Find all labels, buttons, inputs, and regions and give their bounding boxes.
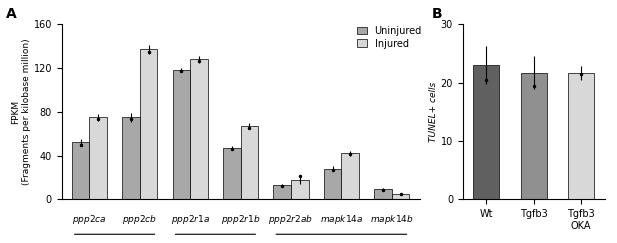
Text: A: A [6, 7, 17, 21]
Bar [568, 73, 594, 199]
Y-axis label: FPKM
(Fragments per kilobase million): FPKM (Fragments per kilobase million) [11, 38, 31, 185]
Bar [173, 70, 190, 199]
Bar [473, 65, 499, 199]
Text: B: B [432, 7, 442, 21]
Text: $\it{mapk14a}$: $\it{mapk14a}$ [320, 213, 363, 226]
Bar [324, 169, 341, 199]
Bar [392, 194, 410, 199]
Bar [341, 153, 359, 199]
Text: $\it{ppp2ca}$: $\it{ppp2ca}$ [72, 213, 107, 226]
Bar [140, 50, 157, 199]
Bar [291, 180, 308, 199]
Bar [374, 190, 392, 199]
Bar [190, 59, 208, 199]
Bar [72, 142, 89, 199]
Bar [241, 126, 259, 199]
Bar [521, 73, 547, 199]
Text: $\it{ppp2r2ab}$: $\it{ppp2r2ab}$ [268, 213, 313, 226]
Y-axis label: TUNEL+ cells: TUNEL+ cells [429, 82, 438, 142]
Bar [89, 117, 107, 199]
Bar [122, 117, 140, 199]
Bar [223, 148, 241, 199]
Bar [273, 185, 291, 199]
Legend: Uninjured, Injured: Uninjured, Injured [357, 26, 422, 49]
Text: $\it{ppp2r1b}$: $\it{ppp2r1b}$ [221, 213, 260, 226]
Text: $\it{ppp2r1a}$: $\it{ppp2r1a}$ [171, 213, 210, 226]
Text: $\it{mapk14b}$: $\it{mapk14b}$ [370, 213, 414, 226]
Text: $\it{ppp2cb}$: $\it{ppp2cb}$ [122, 213, 157, 226]
